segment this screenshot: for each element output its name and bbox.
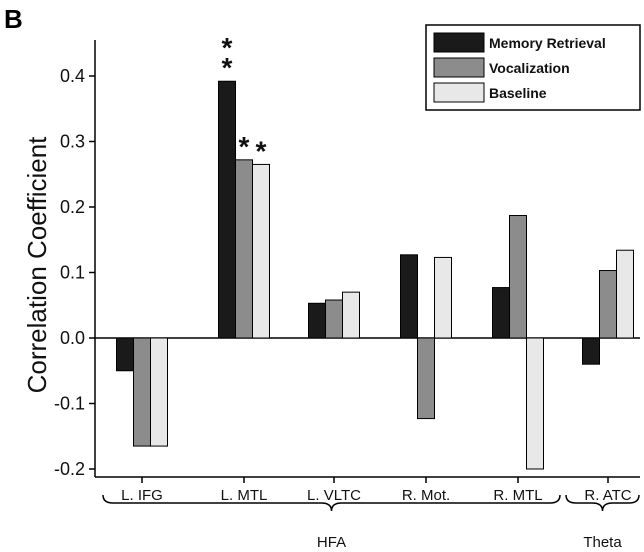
bar — [417, 337, 435, 420]
bar — [509, 215, 527, 339]
y-tick-label: 0.4 — [60, 66, 85, 86]
legend-swatch — [433, 32, 485, 53]
x-tick-label: R. ATC — [584, 487, 631, 504]
bar — [133, 337, 151, 447]
x-tick-label: L. VLTC — [307, 487, 361, 504]
bar — [308, 302, 326, 339]
y-tick-label: 0.1 — [60, 263, 85, 283]
bar — [150, 337, 168, 447]
bar — [342, 291, 360, 339]
group-label: Theta — [583, 534, 622, 551]
legend-label: Vocalization — [489, 60, 570, 76]
y-tick-label: 0.2 — [60, 197, 85, 217]
bar — [526, 337, 544, 470]
significance-star: * — [222, 32, 233, 63]
group-brackets: HFA Theta — [102, 494, 640, 551]
y-tick-label: -0.2 — [54, 459, 85, 479]
bar — [616, 249, 634, 339]
y-tick-label: 0.0 — [60, 328, 85, 348]
significance-star: * — [239, 131, 250, 162]
x-tick-label: L. IFG — [121, 487, 163, 504]
bars — [116, 80, 634, 470]
y-tick-label: 0.3 — [60, 132, 85, 152]
bar — [325, 299, 343, 339]
legend-label: Memory Retrieval — [489, 35, 606, 51]
bar — [434, 256, 452, 339]
x-tick-label: L. MTL — [221, 487, 268, 504]
bar — [400, 254, 418, 339]
axes: -0.2 -0.1 0.0 0.1 0.2 0.3 0.4 — [54, 40, 640, 483]
x-tick-labels: L. IFG L. MTL L. VLTC R. Mot. R. MTL R. ATC — [121, 487, 632, 504]
bar — [116, 337, 134, 372]
bar — [582, 337, 600, 365]
x-tick-label: R. Mot. — [402, 487, 450, 504]
group-bracket — [565, 494, 640, 512]
bar — [218, 80, 236, 339]
bar — [492, 287, 510, 339]
legend-swatch — [433, 57, 485, 78]
significance-star: * — [256, 135, 267, 166]
legend-label: Baseline — [489, 85, 547, 101]
bar — [252, 163, 270, 339]
group-label: HFA — [317, 534, 346, 551]
significance-star: * — [222, 52, 233, 83]
legend-swatch — [433, 82, 485, 103]
y-tick-label: -0.1 — [54, 394, 85, 414]
bar — [235, 159, 253, 339]
panel-label: B — [4, 4, 23, 34]
significance-markers: *** * — [222, 32, 267, 166]
x-tick-label: R. MTL — [493, 487, 542, 504]
y-axis-label: Correlation Coefficient — [22, 136, 52, 394]
legend: Memory Retrieval Vocalization Baseline — [425, 24, 641, 111]
group-bracket — [102, 494, 561, 512]
bar — [599, 270, 617, 339]
